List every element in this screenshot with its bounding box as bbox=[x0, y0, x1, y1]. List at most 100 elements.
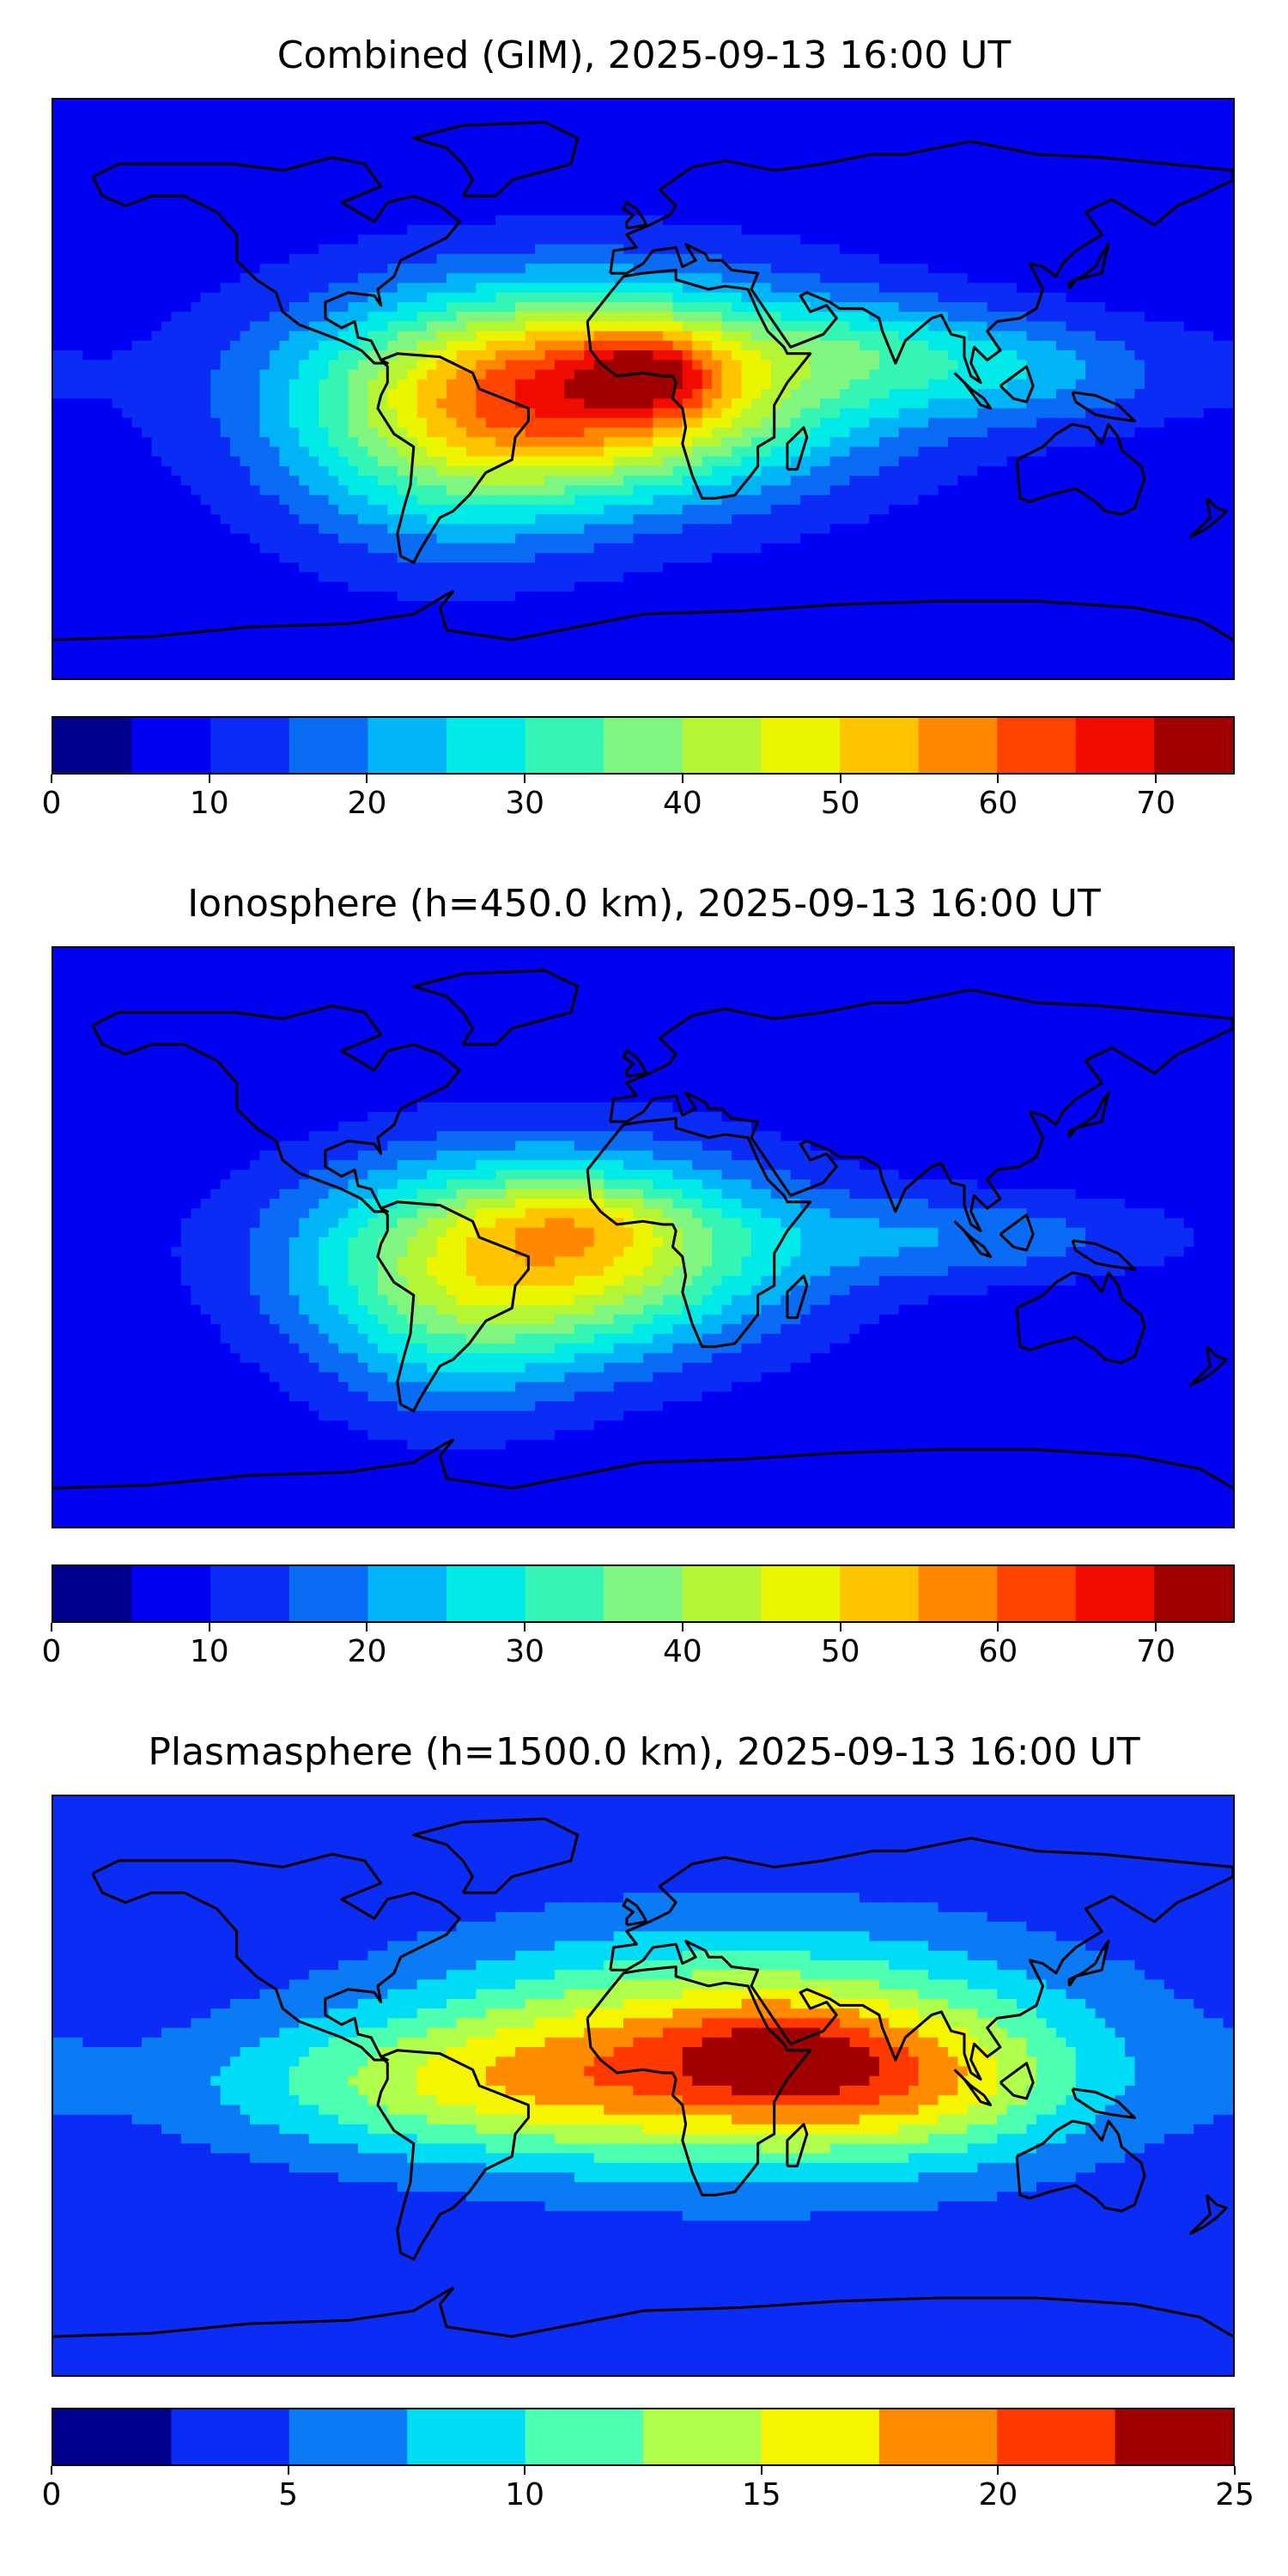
heatmap-cell bbox=[1174, 148, 1185, 158]
heatmap-cell bbox=[878, 196, 890, 207]
heatmap-cell bbox=[53, 137, 64, 149]
heatmap-cell bbox=[1105, 263, 1116, 274]
heatmap-cell bbox=[447, 495, 458, 506]
heatmap-cell bbox=[416, 118, 428, 130]
heatmap-cell bbox=[465, 109, 477, 120]
heatmap-cell bbox=[682, 398, 693, 410]
heatmap-cell bbox=[672, 408, 683, 419]
heatmap-cell bbox=[407, 485, 418, 496]
heatmap-cell bbox=[142, 176, 153, 187]
heatmap-cell bbox=[947, 196, 958, 207]
heatmap-cell bbox=[269, 427, 280, 438]
heatmap-cell bbox=[781, 176, 792, 187]
heatmap-cell bbox=[92, 244, 103, 255]
heatmap-cell bbox=[1036, 244, 1048, 255]
heatmap-cell bbox=[299, 495, 310, 506]
heatmap-cell bbox=[544, 398, 556, 410]
heatmap-cell bbox=[633, 340, 644, 351]
heatmap-cell bbox=[1105, 148, 1116, 158]
heatmap-cell bbox=[947, 427, 958, 438]
heatmap-cell bbox=[574, 100, 585, 110]
heatmap-cell bbox=[1183, 263, 1194, 274]
heatmap-cell bbox=[1105, 283, 1116, 294]
heatmap-cell bbox=[918, 176, 929, 187]
heatmap-cell bbox=[1115, 476, 1126, 486]
heatmap-cell bbox=[732, 321, 743, 332]
heatmap-cell bbox=[1163, 321, 1175, 332]
heatmap-cell bbox=[820, 244, 831, 255]
heatmap-cell bbox=[1055, 283, 1066, 294]
heatmap-cell bbox=[63, 253, 74, 264]
heatmap-cell bbox=[1223, 321, 1233, 332]
heatmap-cell bbox=[604, 437, 615, 447]
heatmap-cell bbox=[259, 225, 270, 235]
heatmap-cell bbox=[357, 312, 368, 322]
heatmap-cell bbox=[142, 263, 153, 274]
heatmap-cell bbox=[682, 167, 693, 178]
heatmap-cell bbox=[682, 427, 693, 438]
heatmap-cell bbox=[210, 350, 222, 361]
heatmap-cell bbox=[535, 196, 546, 207]
heatmap-cell bbox=[465, 331, 477, 342]
heatmap-cell bbox=[505, 186, 516, 197]
heatmap-cell bbox=[859, 157, 870, 168]
heatmap-cell bbox=[82, 301, 94, 313]
heatmap-cell bbox=[63, 128, 74, 139]
heatmap-cell bbox=[357, 273, 368, 284]
heatmap-cell bbox=[662, 437, 673, 447]
heatmap-cell bbox=[161, 485, 172, 496]
heatmap-cell bbox=[171, 321, 182, 332]
heatmap-cell bbox=[869, 427, 880, 438]
heatmap-cell bbox=[997, 167, 1008, 178]
heatmap-cell bbox=[240, 350, 251, 361]
heatmap-cell bbox=[574, 244, 585, 255]
heatmap-cell bbox=[977, 312, 988, 322]
heatmap-cell bbox=[770, 128, 781, 139]
heatmap-cell bbox=[829, 379, 841, 390]
heatmap-cell bbox=[92, 340, 103, 351]
heatmap-cell bbox=[53, 292, 64, 303]
heatmap-cell bbox=[604, 369, 615, 380]
heatmap-cell bbox=[977, 167, 988, 178]
heatmap-cell bbox=[643, 389, 654, 399]
heatmap-cell bbox=[741, 340, 752, 351]
heatmap-cell bbox=[535, 379, 546, 390]
heatmap-cell bbox=[289, 340, 300, 351]
heatmap-cell bbox=[407, 398, 418, 410]
heatmap-cell bbox=[495, 176, 507, 187]
heatmap-cell bbox=[427, 234, 438, 246]
heatmap-cell bbox=[889, 301, 900, 313]
heatmap-cell bbox=[918, 360, 929, 371]
heatmap-cell bbox=[721, 109, 732, 120]
heatmap-cell bbox=[928, 369, 939, 380]
heatmap-cell bbox=[250, 360, 261, 371]
heatmap-cell bbox=[829, 273, 841, 284]
heatmap-cell bbox=[653, 253, 664, 264]
heatmap-cell bbox=[712, 186, 723, 197]
heatmap-cell bbox=[230, 167, 241, 178]
heatmap-cell bbox=[151, 128, 162, 139]
heatmap-cell bbox=[407, 109, 418, 120]
heatmap-cell bbox=[1075, 205, 1086, 216]
heatmap-cell bbox=[750, 350, 762, 361]
heatmap-cell bbox=[328, 205, 339, 216]
heatmap-cell bbox=[692, 312, 703, 322]
heatmap-cell bbox=[732, 465, 743, 477]
heatmap-cell bbox=[240, 148, 251, 158]
heatmap-cell bbox=[515, 408, 526, 419]
heatmap-cell bbox=[938, 485, 949, 496]
heatmap-cell bbox=[564, 350, 575, 361]
heatmap-cell bbox=[122, 196, 133, 207]
heatmap-cell bbox=[878, 476, 890, 486]
heatmap-cell bbox=[427, 389, 438, 399]
heatmap-cell bbox=[918, 292, 929, 303]
heatmap-cell bbox=[259, 427, 270, 438]
heatmap-cell bbox=[387, 283, 398, 294]
heatmap-cell bbox=[1017, 244, 1028, 255]
heatmap-cell bbox=[102, 312, 113, 322]
heatmap-cell bbox=[712, 379, 723, 390]
heatmap-cell bbox=[456, 312, 467, 322]
heatmap-cell bbox=[338, 118, 349, 130]
heatmap-cell bbox=[732, 437, 743, 447]
heatmap-cell bbox=[122, 273, 133, 284]
